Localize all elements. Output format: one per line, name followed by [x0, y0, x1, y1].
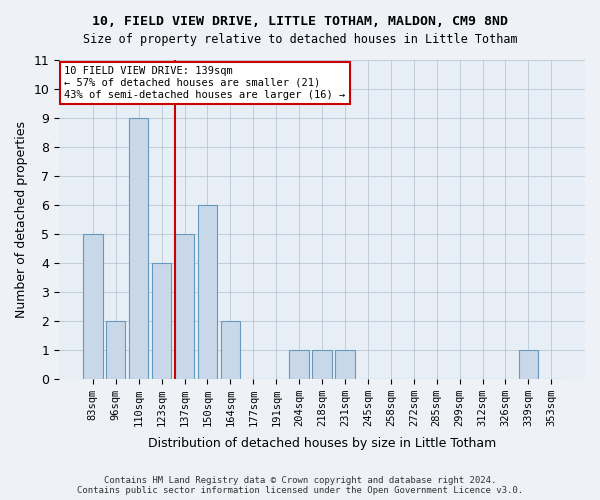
Bar [518, 350, 538, 378]
Text: Contains HM Land Registry data © Crown copyright and database right 2024.
Contai: Contains HM Land Registry data © Crown c… [77, 476, 523, 495]
Bar [106, 320, 125, 378]
Bar [175, 234, 194, 378]
Bar [197, 205, 217, 378]
Bar [313, 350, 332, 378]
X-axis label: Distribution of detached houses by size in Little Totham: Distribution of detached houses by size … [148, 437, 496, 450]
Text: Size of property relative to detached houses in Little Totham: Size of property relative to detached ho… [83, 32, 517, 46]
Y-axis label: Number of detached properties: Number of detached properties [15, 121, 28, 318]
Bar [129, 118, 148, 378]
Bar [152, 263, 172, 378]
Bar [83, 234, 103, 378]
Text: 10, FIELD VIEW DRIVE, LITTLE TOTHAM, MALDON, CM9 8ND: 10, FIELD VIEW DRIVE, LITTLE TOTHAM, MAL… [92, 15, 508, 28]
Bar [335, 350, 355, 378]
Text: 10 FIELD VIEW DRIVE: 139sqm
← 57% of detached houses are smaller (21)
43% of sem: 10 FIELD VIEW DRIVE: 139sqm ← 57% of det… [64, 66, 346, 100]
Bar [221, 320, 240, 378]
Bar [289, 350, 309, 378]
